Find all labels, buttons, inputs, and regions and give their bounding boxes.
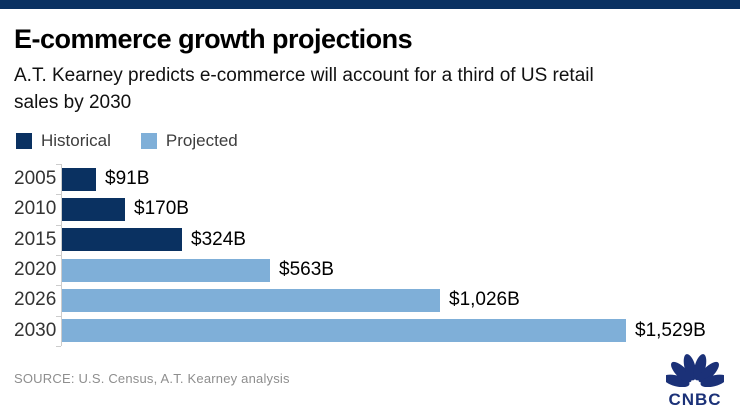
axis-tick xyxy=(56,225,61,226)
legend-label: Projected xyxy=(165,131,238,150)
value-label: $170B xyxy=(134,198,189,220)
cnbc-logo: CNBC xyxy=(657,350,733,408)
bar-track: $563B xyxy=(62,255,730,285)
bar-track: $324B xyxy=(62,225,730,255)
bar-2030 xyxy=(62,319,626,343)
legend-swatch xyxy=(16,133,32,149)
bar-2010 xyxy=(62,197,125,221)
year-label: 2020 xyxy=(14,259,57,281)
accent-bar xyxy=(0,0,740,9)
source-note: SOURCE: U.S. Census, A.T. Kearney analys… xyxy=(14,371,290,386)
chart-row: 2026 $1,026B xyxy=(14,285,730,315)
value-label: $324B xyxy=(191,228,246,250)
chart-row: 2005 $91B xyxy=(14,164,730,194)
axis-tick xyxy=(56,255,61,256)
axis-tick xyxy=(56,346,61,347)
year-label: 2030 xyxy=(14,319,57,341)
legend-label: Historical xyxy=(41,131,111,150)
value-label: $91B xyxy=(105,168,150,190)
bar-track: $1,026B xyxy=(62,285,730,315)
year-label: 2015 xyxy=(14,228,57,250)
bar-chart: 2005 $91B 2010 $170B 2015 $324B 2020 $56… xyxy=(14,164,730,347)
bar-2026 xyxy=(62,288,440,312)
peacock-icon xyxy=(663,354,727,391)
bar-track: $91B xyxy=(62,164,730,194)
subtitle-line-1: A.T. Kearney predicts e-commerce will ac… xyxy=(14,65,594,86)
legend-swatch xyxy=(140,133,157,149)
year-label: 2010 xyxy=(14,198,57,220)
y-axis-line xyxy=(61,164,62,346)
legend-item: Projected xyxy=(140,131,238,151)
subtitle: A.T. Kearney predicts e-commerce will ac… xyxy=(14,62,594,116)
year-label: 2005 xyxy=(14,168,57,190)
bar-2005 xyxy=(62,167,96,191)
chart-row: 2030 $1,529B xyxy=(14,315,730,345)
axis-tick xyxy=(56,285,61,286)
legend-item: Historical xyxy=(16,131,111,151)
chart-row: 2010 $170B xyxy=(14,194,730,224)
axis-tick xyxy=(56,316,61,317)
page-title: E-commerce growth projections xyxy=(14,24,413,54)
value-label: $563B xyxy=(279,259,334,281)
chart-row: 2015 $324B xyxy=(14,225,730,255)
legend: Historical Projected xyxy=(16,131,268,151)
bar-2015 xyxy=(62,228,182,252)
bar-2020 xyxy=(62,258,270,282)
axis-tick xyxy=(56,164,61,165)
axis-tick xyxy=(56,194,61,195)
year-label: 2026 xyxy=(14,289,57,311)
subtitle-line-2: sales by 2030 xyxy=(14,92,132,113)
value-label: $1,529B xyxy=(635,319,706,341)
bar-track: $170B xyxy=(62,194,730,224)
cnbc-logo-text: CNBC xyxy=(668,390,722,409)
chart-row: 2020 $563B xyxy=(14,255,730,285)
value-label: $1,026B xyxy=(449,289,520,311)
bar-track: $1,529B xyxy=(62,315,730,345)
